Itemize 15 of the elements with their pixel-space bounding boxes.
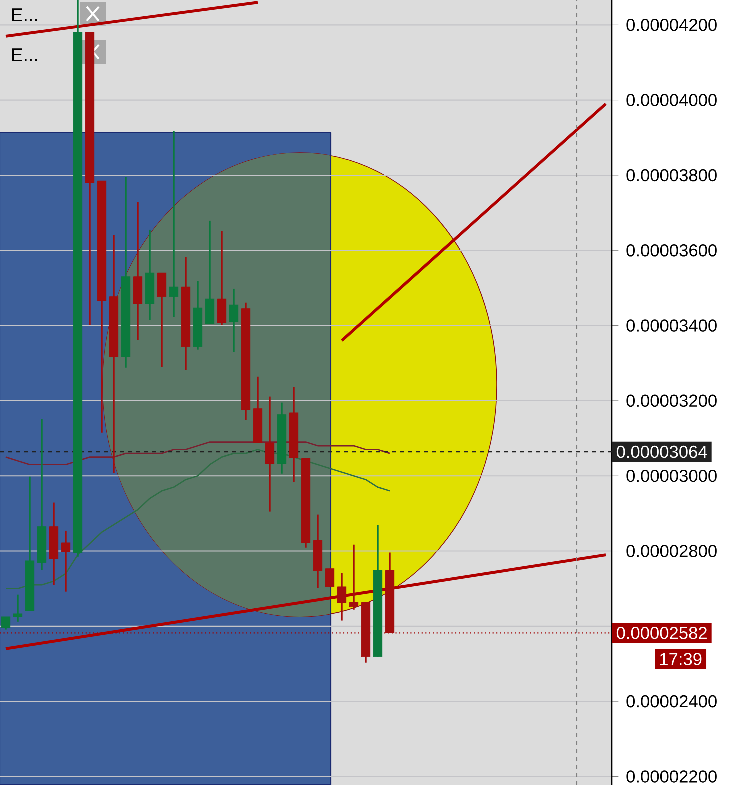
y-tick-label: 0.00003800 [626,169,717,182]
ref-line-label: 0.00002582 [616,627,707,640]
y-tick-label: 0.00003000 [626,470,717,482]
y-tick-label: 0.00002400 [626,695,717,708]
ref-line-label: 0.00003064 [616,446,708,458]
annotation: E... [12,8,38,22]
y-tick-label: 0.00003200 [626,394,717,408]
y-tick-label: 0.00003600 [626,244,717,257]
y-tick-label: 0.00003400 [626,320,717,332]
y-tick-label: 0.00004200 [626,19,717,32]
y-tick-label: 0.00002800 [626,545,717,558]
annotation: E... [12,48,38,62]
y-tick-label: 0.00002200 [626,770,717,783]
text: 17:39 [660,653,702,666]
y-tick-label: 0.00004000 [626,94,717,106]
